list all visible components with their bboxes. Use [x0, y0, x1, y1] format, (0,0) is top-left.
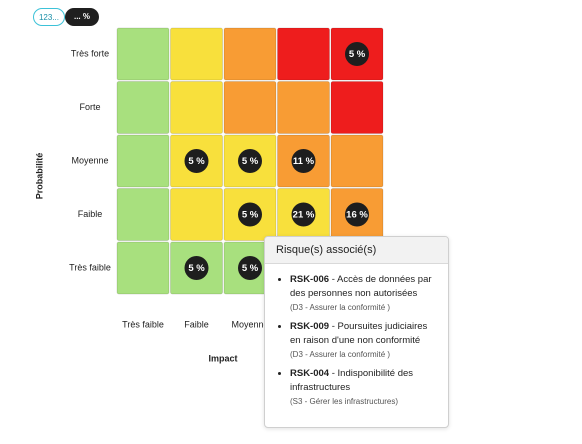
- matrix-cell: [223, 81, 277, 134]
- risk-note: (S3 - Gérer les infrastructures): [290, 397, 399, 406]
- risk-item[interactable]: RSK-004 - Indisponibilité des infrastruc…: [290, 367, 440, 409]
- badge: [345, 42, 369, 66]
- matrix-cell: [116, 81, 170, 134]
- risk-note: (D3 - Assurer la conformité ): [290, 303, 391, 312]
- risk-code: RSK-006: [290, 274, 330, 285]
- badge: [238, 202, 262, 227]
- matrix-cell: 5 %: [223, 188, 277, 241]
- cell-background: [116, 27, 170, 81]
- badge-label: 5 %: [188, 263, 205, 274]
- column-label: Très faible: [122, 319, 164, 329]
- badge: [184, 149, 209, 173]
- risk-list: RSK-006 - Accès de données par des perso…: [265, 264, 448, 409]
- matrix-cell: [277, 81, 330, 134]
- cell-background: [277, 27, 330, 81]
- risk-item[interactable]: RSK-009 - Poursuites judiciaires en rais…: [290, 320, 440, 362]
- matrix-cell: [170, 188, 223, 241]
- badge-label: 5 %: [242, 210, 259, 221]
- badge-label: 5 %: [188, 156, 205, 167]
- matrix-cell: [330, 134, 384, 188]
- row-label: Moyenne: [71, 155, 108, 165]
- cell-background: [330, 134, 384, 188]
- risk-code: RSK-009: [290, 321, 330, 332]
- matrix-cell: [277, 27, 330, 81]
- risk-description: - Indisponibilité des infrastructures: [290, 368, 414, 393]
- cell-background: [116, 188, 170, 241]
- cell-background: [170, 81, 223, 134]
- risk-note: (D3 - Assurer la conformité ): [290, 350, 391, 359]
- cell-background: [116, 81, 170, 134]
- cell-background: [223, 81, 277, 134]
- badge-label: 5 %: [242, 263, 259, 274]
- tooltip-title: Risque(s) associé(s): [265, 237, 448, 264]
- matrix-cell: 5 %: [223, 134, 277, 188]
- matrix-cell: [116, 134, 170, 188]
- cell-background: [223, 27, 277, 81]
- matrix-cell: 16 %: [330, 188, 384, 241]
- badge-label: 21 %: [293, 210, 315, 221]
- matrix-cell: [170, 81, 223, 134]
- cell-background: [330, 81, 384, 134]
- matrix-cell: 5 %: [170, 134, 223, 188]
- matrix-cell: [170, 27, 223, 81]
- row-label: Forte: [79, 102, 100, 112]
- matrix-cell: [330, 81, 384, 134]
- x-axis-label: Impact: [208, 353, 237, 363]
- matrix-cell: 5 %: [330, 27, 384, 81]
- badge: [184, 256, 209, 280]
- risk-item[interactable]: RSK-006 - Accès de données par des perso…: [290, 273, 440, 315]
- matrix-cell: 21 %: [277, 188, 330, 241]
- badge: [238, 256, 262, 280]
- row-label: Très forte: [71, 48, 109, 58]
- cell-background: [116, 134, 170, 188]
- badge: [291, 202, 316, 227]
- badge: [291, 149, 316, 173]
- row-label: Très faible: [69, 262, 111, 272]
- badge-label: 5 %: [349, 49, 366, 60]
- cell-background: [116, 241, 170, 295]
- matrix-cell: 5 %: [170, 241, 223, 295]
- y-axis-label: Probabilité: [34, 153, 44, 200]
- matrix-cell: [116, 241, 170, 295]
- percent-toggle[interactable]: ... %: [65, 8, 99, 26]
- cell-background: [277, 81, 330, 134]
- tooltip: Risque(s) associé(s) RSK-006 - Accès de …: [264, 236, 449, 428]
- column-label: Faible: [184, 319, 209, 329]
- matrix-cell: [116, 188, 170, 241]
- matrix-cell: 11 %: [277, 134, 330, 188]
- badge-label: 16 %: [346, 210, 368, 221]
- row-label: Faible: [78, 209, 103, 219]
- badge-label: 11 %: [293, 156, 315, 167]
- column-label: Moyenne: [231, 319, 268, 329]
- cell-background: [170, 188, 223, 241]
- risk-description: - Accès de données par des personnes non…: [290, 274, 432, 299]
- badge: [345, 202, 369, 227]
- matrix-cell: [223, 27, 277, 81]
- risk-description: - Poursuites judiciaires en raison d'une…: [290, 321, 428, 346]
- badge: [238, 149, 262, 173]
- numeric-toggle[interactable]: 123...: [33, 8, 65, 26]
- cell-background: [170, 27, 223, 81]
- badge-label: 5 %: [242, 156, 259, 167]
- matrix-cell: [116, 27, 170, 81]
- risk-code: RSK-004: [290, 368, 330, 379]
